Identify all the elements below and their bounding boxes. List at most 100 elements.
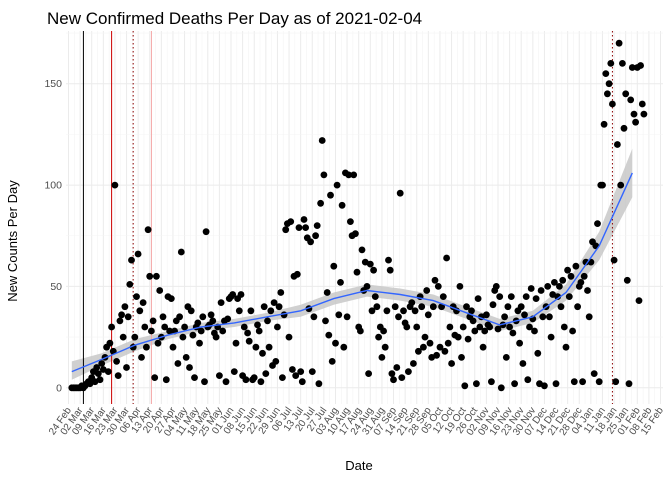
- data-point: [338, 201, 346, 209]
- data-point: [405, 368, 412, 375]
- data-point: [403, 323, 411, 331]
- data-point: [255, 327, 263, 335]
- data-point: [439, 293, 447, 300]
- data-point: [134, 250, 142, 258]
- data-point: [352, 230, 359, 238]
- data-point: [358, 246, 366, 254]
- data-point: [635, 297, 643, 304]
- data-point: [366, 260, 374, 268]
- trend-line-group: [71, 172, 633, 373]
- data-point: [244, 329, 252, 337]
- data-point: [383, 307, 391, 315]
- data-point: [381, 343, 389, 351]
- data-point: [547, 333, 555, 341]
- data-point: [350, 171, 358, 179]
- data-point: [265, 343, 273, 351]
- chart-title: New Confirmed Deaths Per Day as of 2021-…: [47, 9, 422, 28]
- data-point: [254, 321, 261, 329]
- data-point: [599, 181, 606, 189]
- data-point: [313, 222, 321, 230]
- data-point: [433, 351, 440, 359]
- data-point: [149, 317, 157, 325]
- data-point: [393, 364, 401, 371]
- data-point: [501, 313, 508, 321]
- data-point: [595, 378, 603, 386]
- data-point: [295, 224, 303, 232]
- data-point: [250, 374, 258, 381]
- data-point: [317, 199, 324, 207]
- y-tick-label: 0: [56, 382, 62, 394]
- data-point: [537, 287, 545, 294]
- data-point: [594, 220, 601, 228]
- data-point: [585, 313, 593, 321]
- data-point: [318, 137, 326, 144]
- data-point: [207, 311, 215, 319]
- data-point: [139, 299, 147, 306]
- data-point: [388, 370, 396, 377]
- data-point: [630, 110, 638, 118]
- data-point: [473, 380, 480, 388]
- data-point: [474, 295, 482, 302]
- data-point: [560, 323, 568, 331]
- data-point: [267, 307, 275, 315]
- data-point: [492, 283, 500, 290]
- data-point: [569, 327, 576, 335]
- x-axis-title: Date: [345, 458, 372, 473]
- data-point: [340, 343, 348, 351]
- data-point: [274, 323, 281, 331]
- data-point: [483, 311, 490, 319]
- data-point: [471, 327, 479, 335]
- data-point: [237, 291, 245, 298]
- data-point: [289, 366, 296, 373]
- data-point: [368, 307, 376, 315]
- data-point: [627, 96, 635, 104]
- data-point: [517, 303, 525, 311]
- data-point: [209, 317, 217, 325]
- data-point: [189, 331, 197, 339]
- data-point: [556, 283, 563, 290]
- data-point: [166, 327, 174, 335]
- data-point: [619, 60, 626, 67]
- data-point: [378, 354, 386, 361]
- data-point: [332, 339, 339, 347]
- data-point: [330, 262, 338, 270]
- data-point: [413, 323, 421, 331]
- data-point: [521, 311, 528, 319]
- data-point: [217, 299, 225, 306]
- data-point: [380, 327, 387, 335]
- data-point: [167, 295, 175, 302]
- data-point: [312, 232, 319, 240]
- data-point: [153, 272, 160, 280]
- data-point: [94, 370, 102, 377]
- data-point: [574, 303, 581, 311]
- data-point: [486, 323, 494, 331]
- data-point: [159, 313, 167, 321]
- data-point: [297, 368, 305, 375]
- y-tick-label: 100: [44, 180, 62, 192]
- data-point: [148, 327, 155, 335]
- data-point: [177, 248, 185, 256]
- data-point: [622, 90, 630, 98]
- data-point: [411, 307, 419, 315]
- data-point: [444, 339, 452, 347]
- data-point: [196, 339, 203, 347]
- data-point: [570, 378, 578, 386]
- data-point: [174, 360, 182, 367]
- data-point: [108, 323, 115, 331]
- data-point: [502, 354, 510, 361]
- data-point: [461, 382, 469, 390]
- data-point: [235, 307, 243, 315]
- data-point: [113, 358, 120, 365]
- data-point: [617, 181, 625, 189]
- data-point: [337, 279, 344, 286]
- data-point: [310, 313, 318, 321]
- data-point: [298, 378, 306, 386]
- data-point: [363, 283, 371, 290]
- data-point: [577, 279, 585, 286]
- data-point: [429, 303, 437, 311]
- data-point: [448, 360, 455, 367]
- data-point: [121, 303, 129, 311]
- data-point: [161, 323, 169, 331]
- data-point: [282, 226, 290, 234]
- data-point: [252, 343, 260, 351]
